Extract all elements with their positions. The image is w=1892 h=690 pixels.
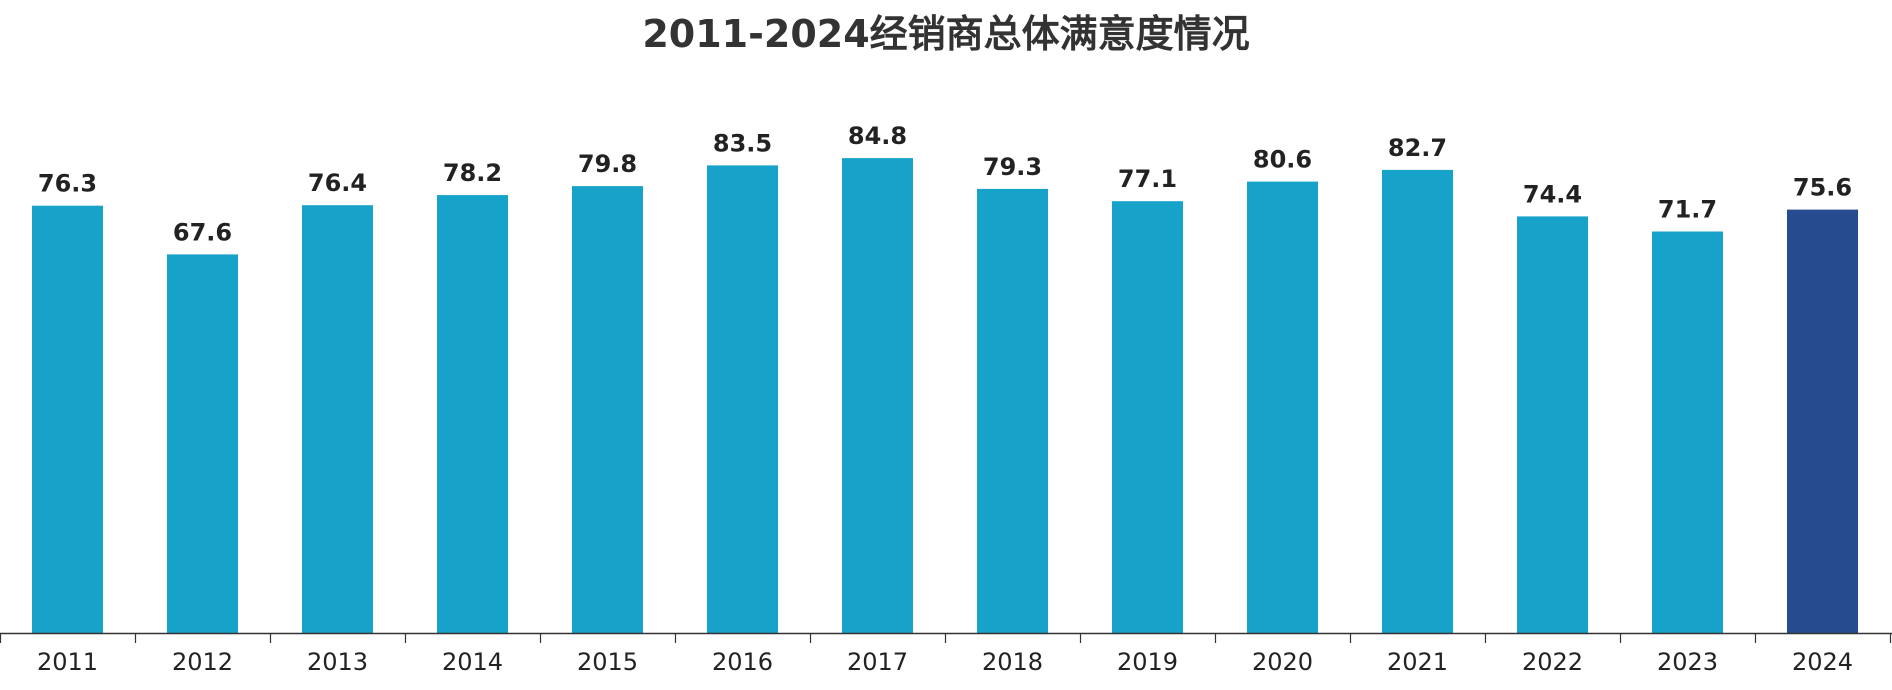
bars-layer — [32, 158, 1858, 633]
value-label-2016: 83.5 — [713, 129, 772, 157]
x-tick-label-2015: 2015 — [577, 648, 638, 676]
bar-2021 — [1382, 169, 1453, 633]
bar-2020 — [1247, 181, 1318, 633]
value-label-2011: 76.3 — [38, 170, 97, 198]
bar-2022 — [1517, 216, 1588, 633]
x-tick-label-2012: 2012 — [172, 648, 233, 676]
x-tick-labels: 2011 2012 2013 2014 2015 2016 2017 2018 2019 2020… — [37, 648, 1853, 676]
bar-2015 — [572, 186, 643, 633]
x-tick-label-2011: 2011 — [37, 648, 98, 676]
value-label-2013: 76.4 — [308, 169, 367, 197]
x-tick-label-2024: 2024 — [1792, 648, 1853, 676]
chart-title: 2011-2024经销商总体满意度情况 — [642, 12, 1250, 56]
x-axis — [0, 632, 1892, 643]
value-label-2019: 77.1 — [1118, 165, 1177, 193]
value-label-2018: 79.3 — [983, 153, 1042, 181]
bar-2024 — [1787, 209, 1858, 633]
bar-2011 — [32, 205, 103, 633]
value-label-2020: 80.6 — [1253, 146, 1312, 174]
bar-2016 — [707, 165, 778, 633]
value-label-2022: 74.4 — [1523, 180, 1582, 208]
value-label-2017: 84.8 — [848, 122, 907, 150]
x-tick-label-2021: 2021 — [1387, 648, 1448, 676]
value-label-2023: 71.7 — [1658, 196, 1717, 224]
bar-2018 — [977, 188, 1048, 633]
bar-2017 — [842, 158, 913, 633]
value-label-2024: 75.6 — [1793, 174, 1852, 202]
x-tick-label-2014: 2014 — [442, 648, 503, 676]
value-label-2012: 67.6 — [173, 218, 232, 246]
x-tick-label-2019: 2019 — [1117, 648, 1178, 676]
bar-2014 — [437, 195, 508, 633]
bar-2023 — [1652, 231, 1723, 633]
x-tick-label-2013: 2013 — [307, 648, 368, 676]
bar-2013 — [302, 205, 373, 633]
x-tick-label-2018: 2018 — [982, 648, 1043, 676]
value-label-2021: 82.7 — [1388, 134, 1447, 162]
x-tick-label-2022: 2022 — [1522, 648, 1583, 676]
x-tick-label-2017: 2017 — [847, 648, 908, 676]
x-tick-label-2020: 2020 — [1252, 648, 1313, 676]
value-labels-layer: 76.3 67.6 76.4 78.2 79.8 83.5 84.8 79.3 77.1 80.6… — [38, 122, 1852, 246]
value-label-2015: 79.8 — [578, 150, 637, 178]
value-label-2014: 78.2 — [443, 159, 502, 187]
bar-2012 — [167, 254, 238, 633]
bar-2019 — [1112, 201, 1183, 633]
x-tick-label-2016: 2016 — [712, 648, 773, 676]
x-tick-label-2023: 2023 — [1657, 648, 1718, 676]
